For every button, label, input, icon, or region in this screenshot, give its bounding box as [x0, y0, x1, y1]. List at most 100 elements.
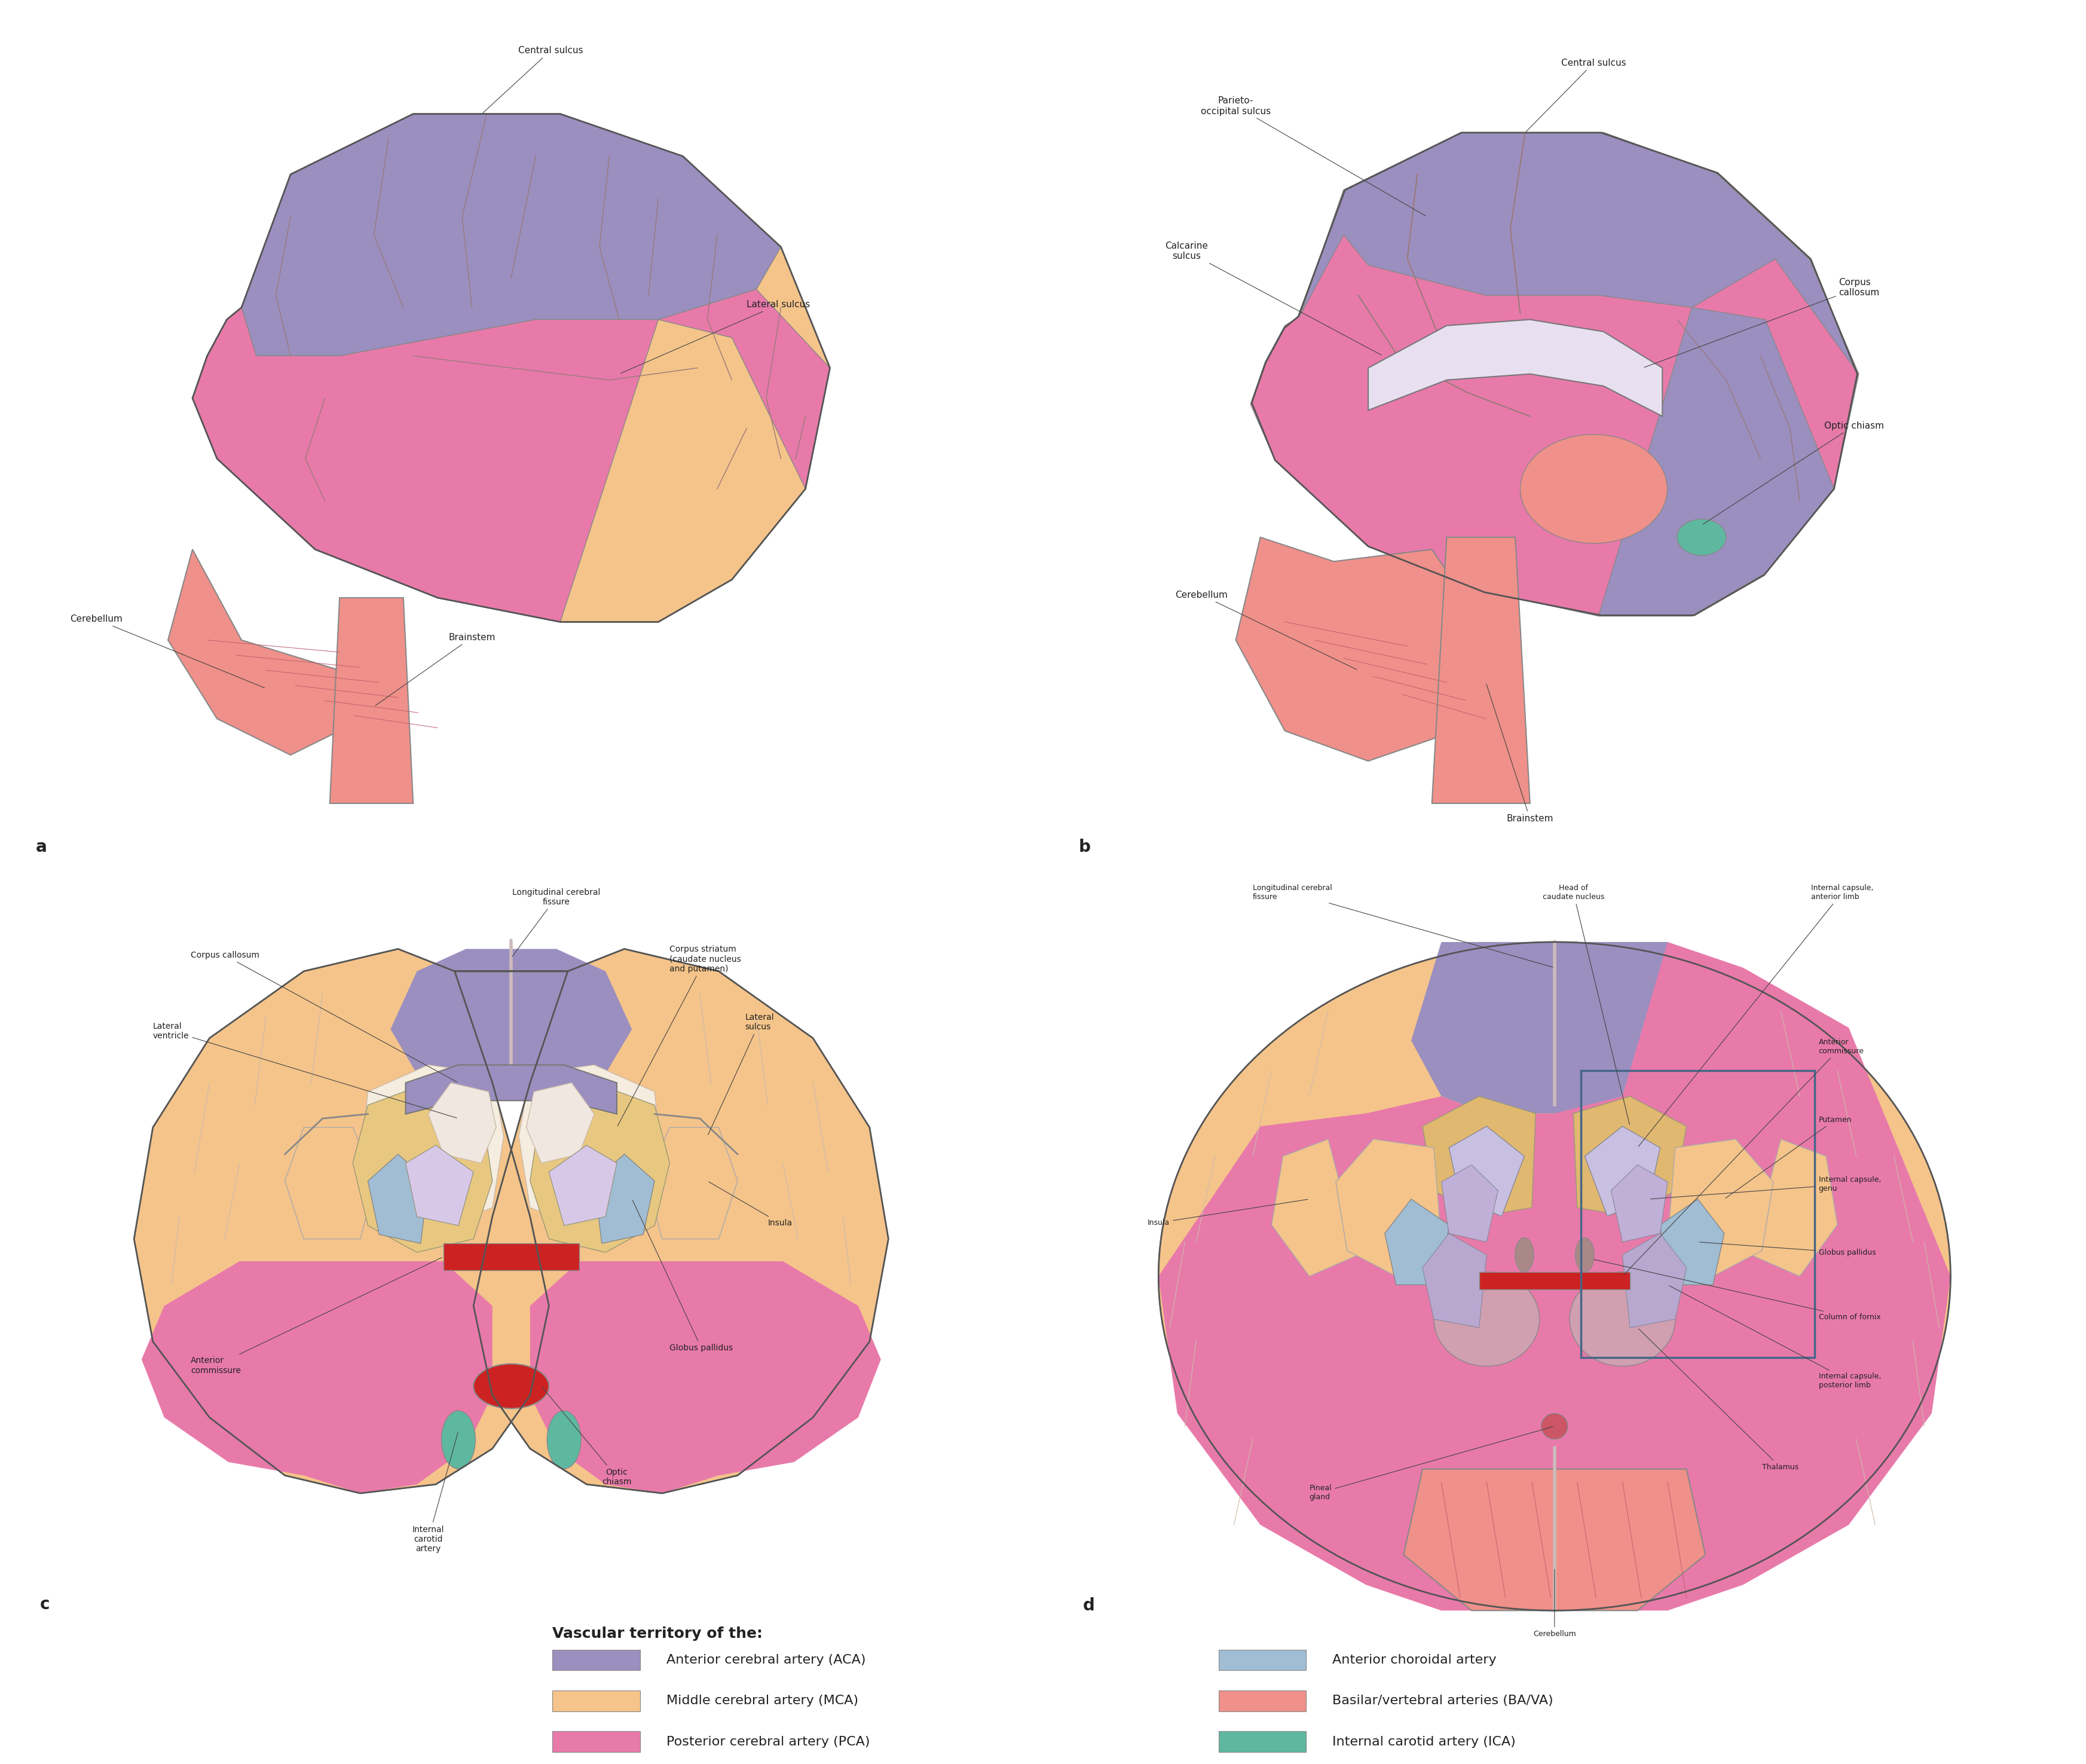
Ellipse shape: [442, 1411, 476, 1469]
Text: Anterior
commissure: Anterior commissure: [190, 1258, 442, 1374]
Polygon shape: [1410, 942, 1698, 1113]
Ellipse shape: [1542, 1413, 1567, 1439]
Text: Putamen: Putamen: [1725, 1117, 1850, 1198]
Polygon shape: [1479, 1272, 1629, 1289]
Polygon shape: [405, 1145, 474, 1226]
Polygon shape: [1158, 942, 1950, 1611]
Text: d: d: [1083, 1598, 1095, 1614]
Text: Middle cerebral artery (MCA): Middle cerebral artery (MCA): [665, 1695, 857, 1708]
Polygon shape: [242, 115, 780, 356]
Text: Corpus
callosum: Corpus callosum: [1644, 277, 1879, 367]
FancyBboxPatch shape: [1218, 1730, 1306, 1752]
Text: Anterior
commissure: Anterior commissure: [1623, 1039, 1863, 1275]
Polygon shape: [1583, 1125, 1660, 1215]
Polygon shape: [1573, 1095, 1685, 1215]
Polygon shape: [428, 1083, 496, 1162]
Text: Longitudinal cerebral
fissure: Longitudinal cerebral fissure: [1252, 884, 1552, 967]
Text: Central sulcus: Central sulcus: [482, 46, 582, 113]
Text: a: a: [35, 838, 46, 856]
FancyBboxPatch shape: [553, 1730, 640, 1752]
Polygon shape: [1441, 1164, 1498, 1242]
Text: Thalamus: Thalamus: [1638, 1328, 1798, 1471]
Text: Insula: Insula: [1147, 1200, 1308, 1226]
Ellipse shape: [1521, 434, 1667, 543]
Text: b: b: [1078, 838, 1091, 856]
Polygon shape: [1660, 1200, 1723, 1284]
Ellipse shape: [474, 1364, 549, 1408]
Ellipse shape: [1575, 1238, 1594, 1272]
Text: Internal capsule,
anterior limb: Internal capsule, anterior limb: [1638, 884, 1873, 1147]
Text: Lateral
ventricle: Lateral ventricle: [152, 1021, 457, 1118]
Polygon shape: [530, 1261, 880, 1494]
Polygon shape: [519, 1065, 661, 1226]
Polygon shape: [1667, 1140, 1773, 1277]
Polygon shape: [442, 1244, 580, 1270]
Polygon shape: [167, 549, 388, 755]
Polygon shape: [530, 1083, 670, 1252]
Polygon shape: [549, 1145, 617, 1226]
Text: Head of
caudate nucleus: Head of caudate nucleus: [1542, 884, 1629, 1125]
Text: Cerebellum: Cerebellum: [69, 616, 265, 688]
Polygon shape: [1368, 319, 1663, 416]
Text: Anterior cerebral artery (ACA): Anterior cerebral artery (ACA): [665, 1655, 866, 1665]
Polygon shape: [330, 598, 413, 803]
Text: Internal carotid artery (ICA): Internal carotid artery (ICA): [1333, 1736, 1514, 1748]
Polygon shape: [647, 1127, 736, 1238]
Text: Cerebellum: Cerebellum: [1533, 1570, 1575, 1639]
Text: Basilar/vertebral arteries (BA/VA): Basilar/vertebral arteries (BA/VA): [1333, 1695, 1552, 1708]
Text: Parieto-
occipital sulcus: Parieto- occipital sulcus: [1199, 97, 1425, 215]
Polygon shape: [1158, 942, 1950, 1611]
Text: Internal
carotid
artery: Internal carotid artery: [413, 1432, 457, 1552]
Text: Globus pallidus: Globus pallidus: [632, 1200, 732, 1353]
Text: Brainstem: Brainstem: [1485, 684, 1552, 824]
Ellipse shape: [1433, 1272, 1539, 1367]
Polygon shape: [353, 1083, 492, 1252]
Text: Internal capsule,
posterior limb: Internal capsule, posterior limb: [1669, 1286, 1879, 1390]
Text: Insula: Insula: [709, 1182, 793, 1228]
Polygon shape: [1610, 1164, 1667, 1242]
Polygon shape: [192, 115, 830, 623]
Polygon shape: [1250, 235, 1859, 616]
Polygon shape: [1275, 132, 1859, 616]
Text: Brainstem: Brainstem: [375, 633, 494, 706]
Ellipse shape: [1514, 1238, 1533, 1272]
Polygon shape: [1423, 1095, 1535, 1215]
Polygon shape: [286, 1127, 375, 1238]
Polygon shape: [526, 1083, 595, 1162]
Polygon shape: [390, 949, 632, 1083]
Polygon shape: [1404, 1469, 1704, 1611]
Text: Calcarine
sulcus: Calcarine sulcus: [1164, 242, 1381, 355]
Text: Corpus callosum: Corpus callosum: [190, 951, 457, 1081]
Polygon shape: [1448, 1125, 1525, 1215]
Text: Anterior choroidal artery: Anterior choroidal artery: [1333, 1655, 1496, 1665]
Polygon shape: [405, 1065, 617, 1115]
Text: Lateral sulcus: Lateral sulcus: [620, 300, 809, 374]
Text: Optic chiasm: Optic chiasm: [1702, 422, 1884, 524]
Polygon shape: [142, 1261, 492, 1494]
Text: Optic
chiasm: Optic chiasm: [542, 1388, 632, 1485]
Text: Lateral
sulcus: Lateral sulcus: [707, 1013, 774, 1134]
Polygon shape: [1750, 1140, 1838, 1277]
Text: Vascular territory of the:: Vascular territory of the:: [553, 1626, 763, 1641]
Polygon shape: [1385, 1200, 1448, 1284]
Text: Posterior cerebral artery (PCA): Posterior cerebral artery (PCA): [665, 1736, 870, 1748]
Text: Globus pallidus: Globus pallidus: [1698, 1242, 1875, 1256]
Polygon shape: [1335, 1140, 1441, 1277]
Polygon shape: [1431, 538, 1529, 803]
Polygon shape: [1423, 1233, 1485, 1328]
FancyBboxPatch shape: [553, 1649, 640, 1671]
Text: Column of fornix: Column of fornix: [1594, 1259, 1879, 1321]
Text: Internal capsule,
genu: Internal capsule, genu: [1650, 1175, 1879, 1200]
Text: Central sulcus: Central sulcus: [1525, 58, 1625, 132]
Text: Pineal
gland: Pineal gland: [1310, 1427, 1552, 1501]
Polygon shape: [361, 1065, 503, 1226]
Text: Cerebellum: Cerebellum: [1174, 591, 1356, 670]
Ellipse shape: [1569, 1272, 1675, 1367]
Polygon shape: [1623, 1233, 1685, 1328]
Polygon shape: [1270, 1140, 1358, 1277]
FancyBboxPatch shape: [1218, 1690, 1306, 1711]
Polygon shape: [192, 289, 830, 623]
Polygon shape: [595, 1154, 655, 1244]
Text: Longitudinal cerebral
fissure: Longitudinal cerebral fissure: [511, 887, 601, 956]
Polygon shape: [1235, 538, 1481, 760]
